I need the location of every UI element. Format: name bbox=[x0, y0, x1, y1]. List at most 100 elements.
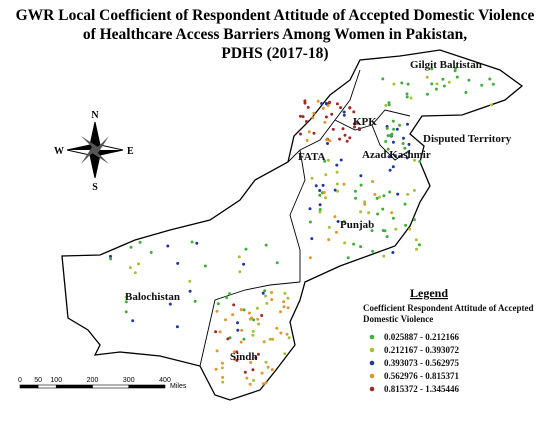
survey-point bbox=[251, 333, 255, 337]
survey-point bbox=[216, 302, 220, 306]
survey-point bbox=[247, 311, 251, 315]
scale-segment bbox=[128, 384, 166, 389]
survey-point bbox=[310, 176, 314, 180]
survey-point bbox=[232, 303, 236, 307]
survey-point bbox=[371, 180, 375, 183]
survey-point bbox=[220, 361, 224, 365]
survey-point bbox=[353, 189, 357, 193]
survey-point bbox=[303, 99, 307, 103]
survey-point bbox=[356, 121, 360, 125]
survey-point bbox=[228, 292, 232, 296]
compass-letter: E bbox=[127, 146, 134, 157]
survey-point bbox=[359, 210, 363, 214]
survey-point bbox=[218, 330, 222, 334]
survey-point bbox=[240, 328, 244, 332]
survey-point bbox=[385, 235, 389, 239]
survey-point bbox=[390, 132, 394, 136]
region-label: Sindh bbox=[230, 351, 258, 363]
survey-points bbox=[109, 66, 495, 386]
border bbox=[289, 149, 306, 282]
survey-point bbox=[392, 82, 396, 86]
survey-point bbox=[336, 189, 339, 193]
survey-point bbox=[335, 102, 339, 106]
survey-point bbox=[311, 116, 315, 120]
survey-point bbox=[375, 196, 379, 200]
title-line: GWR Local Coefficient of Respondent Atti… bbox=[16, 7, 535, 24]
survey-point bbox=[221, 375, 225, 379]
survey-point bbox=[318, 189, 322, 192]
survey-point bbox=[133, 271, 137, 275]
survey-point bbox=[341, 127, 345, 131]
survey-point bbox=[342, 220, 346, 224]
border bbox=[371, 124, 411, 161]
survey-point bbox=[363, 202, 367, 206]
survey-point bbox=[327, 101, 331, 105]
survey-point bbox=[326, 104, 330, 108]
survey-point bbox=[391, 251, 395, 254]
survey-point bbox=[307, 130, 311, 134]
survey-point bbox=[381, 207, 385, 211]
survey-point bbox=[316, 99, 320, 103]
survey-point bbox=[312, 131, 316, 135]
survey-point bbox=[271, 337, 274, 341]
survey-point bbox=[188, 289, 192, 293]
survey-point bbox=[441, 77, 445, 81]
legend-swatch bbox=[369, 334, 375, 340]
legend-label: 0.025887 - 0.212166 bbox=[384, 332, 459, 342]
survey-point bbox=[305, 120, 308, 123]
survey-point bbox=[249, 361, 253, 364]
survey-point bbox=[373, 193, 377, 196]
survey-point bbox=[414, 238, 418, 242]
survey-point bbox=[226, 337, 230, 341]
legend-swatch bbox=[369, 347, 375, 353]
survey-point bbox=[323, 120, 327, 124]
compass-letter: S bbox=[92, 182, 98, 193]
survey-point bbox=[339, 158, 343, 162]
survey-point bbox=[333, 188, 337, 192]
survey-point bbox=[203, 264, 207, 268]
survey-point bbox=[260, 314, 264, 317]
survey-point bbox=[283, 291, 287, 295]
survey-point bbox=[370, 229, 374, 233]
legend-title-line: Domestic Violence bbox=[363, 314, 433, 324]
survey-point bbox=[314, 184, 318, 188]
survey-point bbox=[324, 101, 328, 105]
survey-point bbox=[377, 195, 381, 199]
survey-point bbox=[404, 223, 408, 227]
survey-point bbox=[455, 75, 459, 79]
survey-point bbox=[149, 251, 153, 254]
survey-point bbox=[333, 215, 337, 219]
survey-point bbox=[454, 66, 458, 70]
survey-point bbox=[323, 159, 327, 163]
survey-point bbox=[303, 101, 307, 105]
survey-point bbox=[322, 191, 326, 194]
survey-point bbox=[275, 326, 279, 330]
legend-swatch bbox=[369, 373, 375, 379]
survey-point bbox=[279, 310, 282, 314]
survey-point bbox=[405, 95, 409, 99]
survey-point bbox=[327, 238, 331, 242]
survey-point bbox=[388, 168, 392, 172]
survey-point bbox=[215, 349, 219, 353]
survey-point bbox=[491, 82, 495, 86]
survey-point bbox=[342, 113, 346, 117]
survey-point bbox=[403, 146, 407, 150]
region-label: FATA bbox=[298, 151, 326, 163]
survey-point bbox=[386, 147, 390, 151]
survey-point bbox=[396, 192, 400, 196]
survey-point bbox=[392, 127, 396, 131]
survey-point bbox=[137, 262, 140, 266]
survey-point bbox=[244, 247, 248, 251]
survey-point bbox=[381, 77, 385, 81]
survey-point bbox=[394, 227, 398, 231]
survey-point bbox=[335, 182, 339, 186]
survey-point bbox=[308, 220, 312, 224]
survey-point bbox=[402, 136, 405, 140]
survey-point bbox=[298, 114, 302, 118]
survey-point bbox=[232, 357, 236, 361]
scale-label: 0 bbox=[18, 377, 22, 384]
survey-point bbox=[345, 139, 349, 143]
survey-point bbox=[299, 132, 302, 136]
province-borders bbox=[199, 69, 411, 367]
